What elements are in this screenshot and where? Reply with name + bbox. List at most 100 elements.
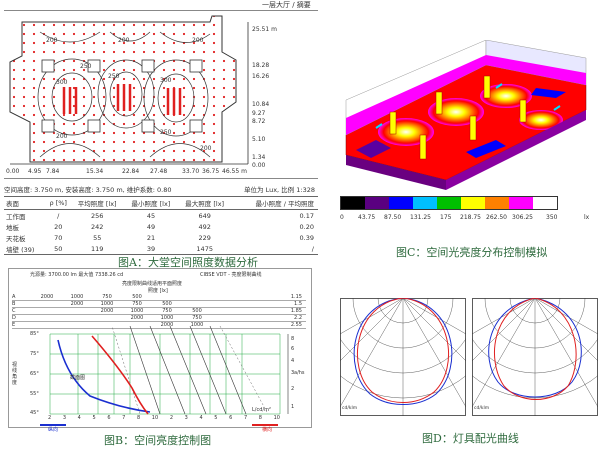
table-row: 墙壁 (39) 50 119 39 1475 / (4, 243, 318, 255)
glare-table-subtitle: 照度 [lx] (148, 288, 168, 294)
table-cell: 1000 (100, 301, 114, 307)
table-cell (32, 308, 62, 314)
y-tick: 55° (30, 391, 39, 397)
x-tick: 7.84 (46, 168, 60, 175)
table-cell: 2000 (40, 294, 54, 300)
table-cell: 70 (54, 233, 63, 242)
table-row: A 2000 1000 750 500 1.15 (12, 294, 306, 301)
table-header: 最大照度 [lx] (177, 196, 232, 210)
scale-value: 350 (546, 214, 558, 221)
x-tick: 8 (136, 415, 141, 421)
table-cell: 2.55 (290, 322, 302, 328)
x-tick: 33.70 (182, 168, 200, 175)
table-cell: 119 (70, 243, 125, 255)
table-cell: B (12, 301, 16, 307)
table-cell: E (12, 322, 16, 328)
table-cell: 1000 (190, 322, 204, 328)
table-cell: A (12, 294, 16, 300)
scale-value: 218.75 (460, 214, 481, 221)
y-tick: 65° (30, 371, 39, 377)
illuminance-stats-table: 表面 ρ [%] 平均照度 [lx] 最小照度 [lx] 最大照度 [lx] 最… (4, 196, 318, 255)
table-row: E 2000 1000 2.55 (12, 322, 306, 329)
table-cell: 50 (46, 243, 71, 255)
y-tick: 8.72 (252, 118, 266, 125)
table-header: 最小照度 / 平均照度 (231, 196, 318, 210)
scale-unit: lx (584, 214, 590, 221)
contour-label: 300 (160, 77, 172, 84)
contour-label: 250 (160, 129, 172, 136)
glare-table-title: 亮度限制曲线适用平面照度 (122, 281, 183, 287)
table-cell: 1.15 (290, 294, 302, 300)
scale-value: 175 (440, 214, 452, 221)
legend-right: 横向 (262, 427, 273, 433)
luminance-3d-simulation (345, 40, 587, 190)
table-cell: 2000 (160, 322, 174, 328)
table-cell: 1000 (130, 308, 144, 314)
contour-label: 200 (192, 37, 204, 44)
scale-swatch (437, 197, 461, 209)
contour-label: 200 (46, 37, 58, 44)
scale-swatch (485, 197, 509, 209)
table-row: D 2000 1000 750 2.2 (12, 315, 306, 322)
table-cell: 256 (90, 211, 104, 220)
y-tick: 16.26 (252, 73, 270, 80)
table-row: 工作面 / 256 45 649 0.17 (4, 210, 318, 222)
y-tick: 45° (30, 410, 39, 416)
x-tick: 10 (273, 415, 280, 421)
x-tick: 4 (77, 415, 81, 421)
x-tick: 10 (151, 415, 159, 421)
curve-label: 截面图 (70, 375, 86, 381)
contour-label: 200 (118, 37, 130, 44)
y-tick: 85° (30, 331, 39, 337)
illuminance-floor-plan: 200 250 300 200 250 300 200 250 200 200 (9, 15, 249, 165)
table-header-row: 表面 ρ [%] 平均照度 [lx] 最小照度 [lx] 最大照度 [lx] 最… (4, 196, 318, 210)
right-tick: 2 (291, 386, 295, 392)
x-tick: 0.00 (6, 168, 20, 175)
table-cell: 649 (198, 211, 211, 220)
table-row: 天花板 70 55 21 229 0.39 (4, 232, 318, 243)
panel-a-info-left: 空间高度: 3.750 m, 安装高度: 3.750 m, 维护系数: 0.80 (4, 186, 172, 194)
table-cell: 492 (198, 222, 211, 231)
contour-label: 200 (200, 145, 212, 152)
panel-b-x-ticks: 2 3 4 5 6 7 8 10 2 3 4 5 6 7 8 10 (48, 415, 280, 421)
table-cell: 750 (162, 308, 172, 314)
scale-value: 43.75 (358, 214, 376, 221)
panel-a-info-rule (4, 178, 318, 179)
table-cell: C (12, 308, 16, 314)
caption-b: 图B：空间亮度控制图 (104, 434, 212, 447)
y-tick: 1.34 (252, 154, 266, 161)
y-tick: 75° (30, 351, 39, 357)
table-cell: 1.5 (294, 301, 302, 307)
glare-limit-table: A 2000 1000 750 500 1.15 B 2000 1000 750… (12, 294, 306, 329)
table-cell: 750 (102, 294, 112, 300)
contour-label: 300 (56, 79, 68, 86)
caption-c: 图C：空间光亮度分布控制模拟 (396, 246, 548, 259)
polar-unit-right: cd/klm (474, 406, 490, 411)
x-tick: 6 (229, 415, 233, 421)
x-tick: 3 (184, 415, 188, 421)
table-cell: 500 (192, 308, 202, 314)
table-cell: 2000 (100, 308, 114, 314)
table-cell: 0.39 (299, 233, 314, 242)
table-row: C 2000 1000 750 500 1.85 (12, 308, 306, 315)
table-cell (32, 315, 62, 321)
table-row: B 2000 1000 750 500 1.5 (12, 301, 306, 308)
right-tick: 1 (291, 404, 295, 410)
x-tick: 5 (92, 415, 96, 421)
x-tick: 8 (258, 415, 262, 421)
x-unit: L/cd/m² (252, 407, 271, 413)
right-tick: 8 (291, 336, 295, 342)
table-cell: 39 (124, 243, 178, 255)
x-tick: 5 (214, 415, 218, 421)
table-cell: 工作面 (6, 212, 26, 221)
table-cell: 1.85 (290, 308, 302, 314)
y-tick: 10.84 (252, 101, 270, 108)
table-cell: 45 (146, 211, 156, 220)
y-tick: 0.00 (252, 162, 266, 169)
x-tick: 22.84 (122, 168, 140, 175)
table-cell (182, 301, 212, 307)
luminance-limit-chart (49, 326, 289, 415)
caption-a: 图A：大堂空间照度数据分析 (118, 256, 258, 269)
y-tick: 25.51 m (252, 26, 277, 33)
table-cell: 242 (90, 222, 104, 231)
